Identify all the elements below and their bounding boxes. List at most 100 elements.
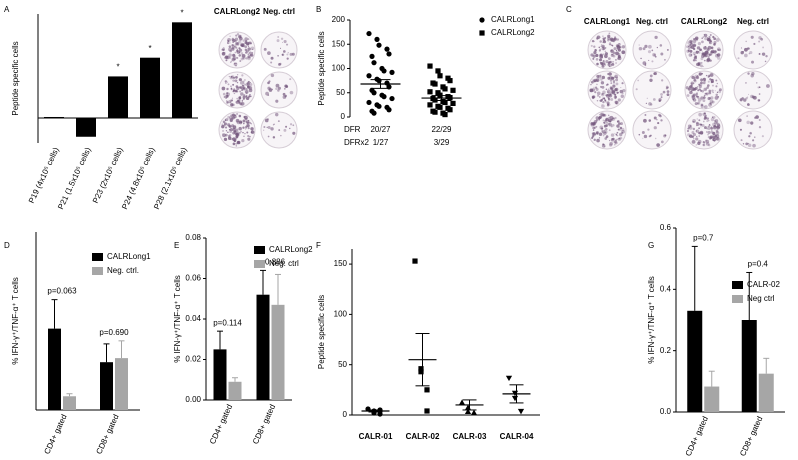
spot — [231, 120, 233, 122]
spot — [596, 100, 599, 102]
spot — [706, 57, 711, 62]
spot — [279, 47, 282, 49]
spot — [704, 50, 709, 55]
spot — [596, 91, 601, 96]
spot — [706, 128, 708, 130]
spot — [598, 96, 601, 98]
spot — [604, 50, 606, 52]
spot — [621, 127, 625, 132]
spot — [714, 90, 716, 92]
spot — [751, 123, 753, 125]
annotation: p=0.7 — [693, 234, 714, 243]
spot — [283, 50, 286, 53]
spot — [708, 97, 712, 100]
spot — [592, 132, 596, 136]
spot — [599, 125, 604, 130]
spot — [229, 76, 233, 80]
spot — [610, 97, 614, 101]
spot — [704, 116, 707, 119]
spot — [286, 57, 289, 60]
point — [418, 369, 424, 375]
point — [386, 107, 392, 113]
spot — [240, 92, 244, 96]
spot — [276, 39, 280, 43]
spot — [241, 87, 244, 90]
spot — [706, 86, 709, 89]
spot — [617, 54, 621, 58]
spot — [708, 53, 712, 56]
point — [386, 51, 392, 57]
spot — [241, 74, 244, 77]
spot — [242, 39, 246, 42]
spot — [235, 142, 238, 145]
spot — [744, 53, 748, 58]
spot — [690, 39, 693, 43]
spot — [619, 42, 621, 45]
spot — [227, 42, 229, 44]
spot — [227, 42, 230, 45]
point — [458, 399, 466, 406]
well-label: CALRLong2 — [214, 7, 261, 16]
spot — [654, 35, 658, 40]
spot — [236, 42, 240, 45]
bar — [48, 328, 61, 410]
spot — [712, 138, 716, 142]
spot — [652, 98, 656, 101]
spot — [700, 78, 704, 82]
spot — [236, 74, 239, 76]
spot — [622, 88, 626, 93]
spot — [239, 121, 243, 125]
spot — [692, 39, 697, 44]
spot — [242, 99, 244, 101]
spot — [761, 135, 764, 138]
spot — [686, 94, 690, 97]
spot — [244, 45, 248, 49]
spot — [657, 122, 660, 125]
bar — [704, 386, 720, 412]
spot — [234, 55, 237, 57]
spot — [233, 92, 236, 95]
x-tick-label: CD8+ gated — [738, 415, 764, 458]
y-tick-label: 0.02 — [185, 355, 201, 364]
annotation: * — [116, 63, 119, 72]
spot — [753, 42, 756, 46]
spot — [689, 46, 692, 48]
spot — [603, 121, 605, 124]
spot — [593, 86, 595, 88]
spot — [704, 126, 707, 130]
spot — [716, 123, 721, 127]
spot — [710, 126, 713, 130]
spot — [595, 58, 599, 61]
y-tick-label: 0.06 — [185, 274, 201, 283]
spot — [691, 87, 695, 91]
spot — [605, 52, 607, 54]
spot — [660, 140, 664, 144]
spot — [241, 101, 245, 106]
spot — [230, 61, 232, 63]
spot — [226, 87, 229, 91]
spot — [245, 128, 247, 130]
spot — [590, 44, 593, 47]
spot — [600, 45, 602, 48]
spot — [695, 50, 698, 53]
spot — [703, 142, 706, 144]
spot — [695, 121, 699, 125]
spot — [250, 123, 252, 125]
spot — [693, 37, 696, 41]
spot — [225, 59, 228, 62]
spot — [745, 142, 749, 146]
spot — [691, 75, 695, 80]
spot — [709, 78, 712, 81]
spot — [706, 48, 710, 52]
spot — [275, 87, 278, 90]
spot — [688, 90, 693, 95]
spot — [747, 47, 750, 50]
spot — [745, 81, 747, 84]
spot — [607, 34, 611, 38]
spot — [695, 95, 698, 98]
spot — [693, 78, 696, 82]
x-tick-label: CD4+ gated — [42, 413, 68, 456]
spot — [695, 93, 699, 96]
spot — [604, 99, 606, 102]
spot — [752, 143, 756, 148]
